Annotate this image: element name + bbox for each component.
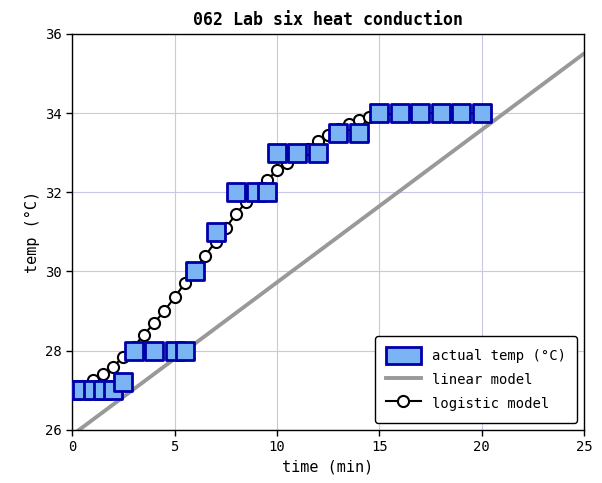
logistic model <box>294 152 301 157</box>
logistic model <box>161 308 168 314</box>
actual temp (°C) <box>334 129 343 137</box>
logistic model <box>150 320 158 326</box>
actual temp (°C) <box>67 386 77 394</box>
actual temp (°C) <box>211 228 220 236</box>
logistic model <box>458 110 465 116</box>
logistic model <box>253 187 260 193</box>
Legend: actual temp (°C), linear model, logistic model: actual temp (°C), linear model, logistic… <box>375 336 577 423</box>
logistic model <box>376 112 383 118</box>
logistic model <box>335 126 342 132</box>
logistic model <box>355 117 362 123</box>
logistic model <box>120 354 127 359</box>
logistic model <box>89 378 96 384</box>
actual temp (°C) <box>456 109 466 117</box>
actual temp (°C) <box>231 188 241 196</box>
actual temp (°C) <box>98 386 108 394</box>
logistic model <box>314 138 321 143</box>
actual temp (°C) <box>272 149 282 156</box>
logistic model <box>232 211 240 217</box>
Title: 062 Lab six heat conduction: 062 Lab six heat conduction <box>193 12 463 29</box>
logistic model <box>437 110 444 116</box>
actual temp (°C) <box>129 347 138 355</box>
logistic model <box>181 281 188 286</box>
logistic model <box>324 132 332 138</box>
actual temp (°C) <box>149 347 159 355</box>
actual temp (°C) <box>108 386 118 394</box>
actual temp (°C) <box>436 109 445 117</box>
Line: logistic model: logistic model <box>67 107 487 396</box>
logistic model <box>79 384 86 389</box>
logistic model <box>345 121 352 127</box>
logistic model <box>99 371 107 377</box>
actual temp (°C) <box>190 268 200 275</box>
Y-axis label: temp (°C): temp (°C) <box>25 191 40 273</box>
logistic model <box>243 199 250 205</box>
actual temp (°C) <box>477 109 486 117</box>
actual temp (°C) <box>374 109 384 117</box>
logistic model <box>171 294 178 300</box>
actual temp (°C) <box>252 188 261 196</box>
logistic model <box>273 168 281 173</box>
actual temp (°C) <box>78 386 87 394</box>
logistic model <box>284 159 291 165</box>
logistic model <box>396 111 403 116</box>
logistic model <box>365 114 373 120</box>
actual temp (°C) <box>354 129 364 137</box>
logistic model <box>69 387 76 393</box>
logistic model <box>191 267 199 272</box>
actual temp (°C) <box>313 149 323 156</box>
logistic model <box>263 177 270 183</box>
logistic model <box>222 225 229 231</box>
actual temp (°C) <box>395 109 405 117</box>
logistic model <box>140 332 147 338</box>
actual temp (°C) <box>262 188 272 196</box>
X-axis label: time (min): time (min) <box>282 460 374 475</box>
logistic model <box>202 253 209 258</box>
actual temp (°C) <box>119 379 128 386</box>
actual temp (°C) <box>170 347 179 355</box>
logistic model <box>417 110 424 116</box>
logistic model <box>212 239 219 244</box>
logistic model <box>478 110 485 116</box>
logistic model <box>110 364 117 369</box>
logistic model <box>304 146 311 152</box>
actual temp (°C) <box>293 149 302 156</box>
actual temp (°C) <box>180 347 190 355</box>
actual temp (°C) <box>88 386 98 394</box>
actual temp (°C) <box>415 109 425 117</box>
logistic model <box>130 344 137 350</box>
